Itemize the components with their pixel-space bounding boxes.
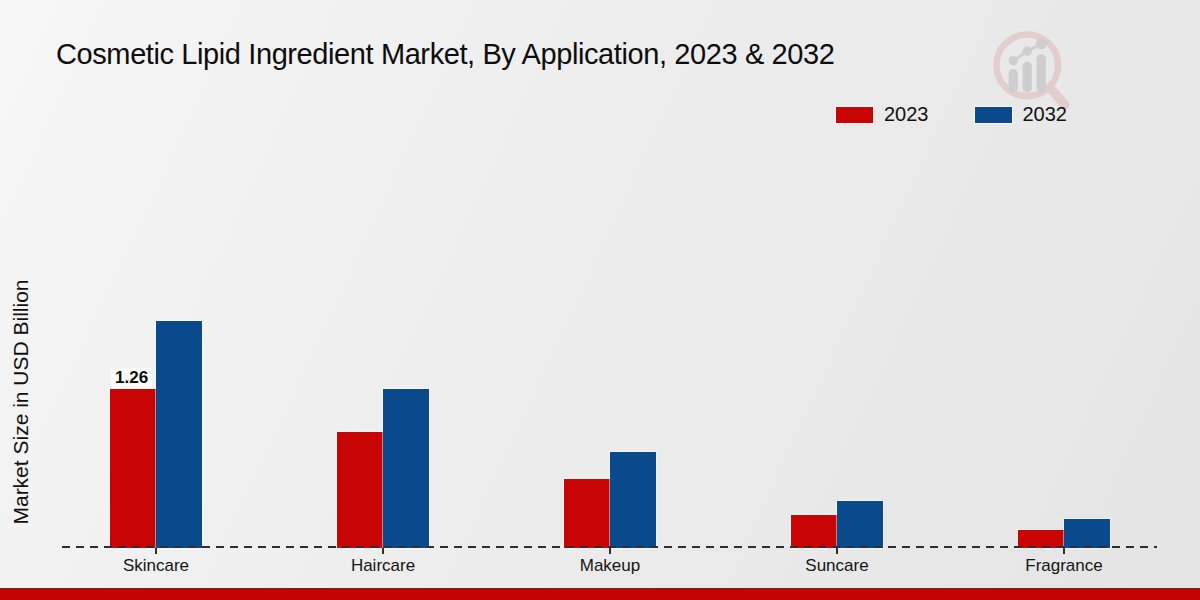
bar-fragrance-2032 [1064, 519, 1110, 548]
x-axis-baseline [62, 546, 1157, 548]
bar-suncare-2032 [837, 501, 883, 548]
bar-value-label-skincare-2023: 1.26 [111, 368, 152, 388]
chart-canvas: Cosmetic Lipid Ingredient Market, By App… [0, 0, 1200, 600]
bar-makeup-2023 [564, 479, 610, 548]
bar-haircare-2023 [337, 432, 383, 548]
plot-area: 1.26 Skincare Haircare Makeup Suncare Fragran… [0, 0, 1200, 600]
footer-accent-bar [0, 588, 1200, 600]
bar-makeup-2032 [610, 452, 656, 548]
x-axis-label-haircare: Haircare [303, 556, 463, 576]
bar-haircare-2032 [383, 389, 429, 548]
x-axis-label-makeup: Makeup [530, 556, 690, 576]
x-axis-label-skincare: Skincare [76, 556, 236, 576]
bar-skincare-2032 [156, 321, 202, 548]
x-axis-tick-makeup [609, 548, 611, 554]
x-axis-label-suncare: Suncare [757, 556, 917, 576]
x-axis-label-fragrance: Fragrance [984, 556, 1144, 576]
x-axis-tick-skincare [155, 548, 157, 554]
bar-suncare-2023 [791, 515, 837, 548]
bar-skincare-2023 [110, 389, 156, 548]
x-axis-tick-haircare [382, 548, 384, 554]
x-axis-tick-suncare [836, 548, 838, 554]
x-axis-tick-fragrance [1063, 548, 1065, 554]
